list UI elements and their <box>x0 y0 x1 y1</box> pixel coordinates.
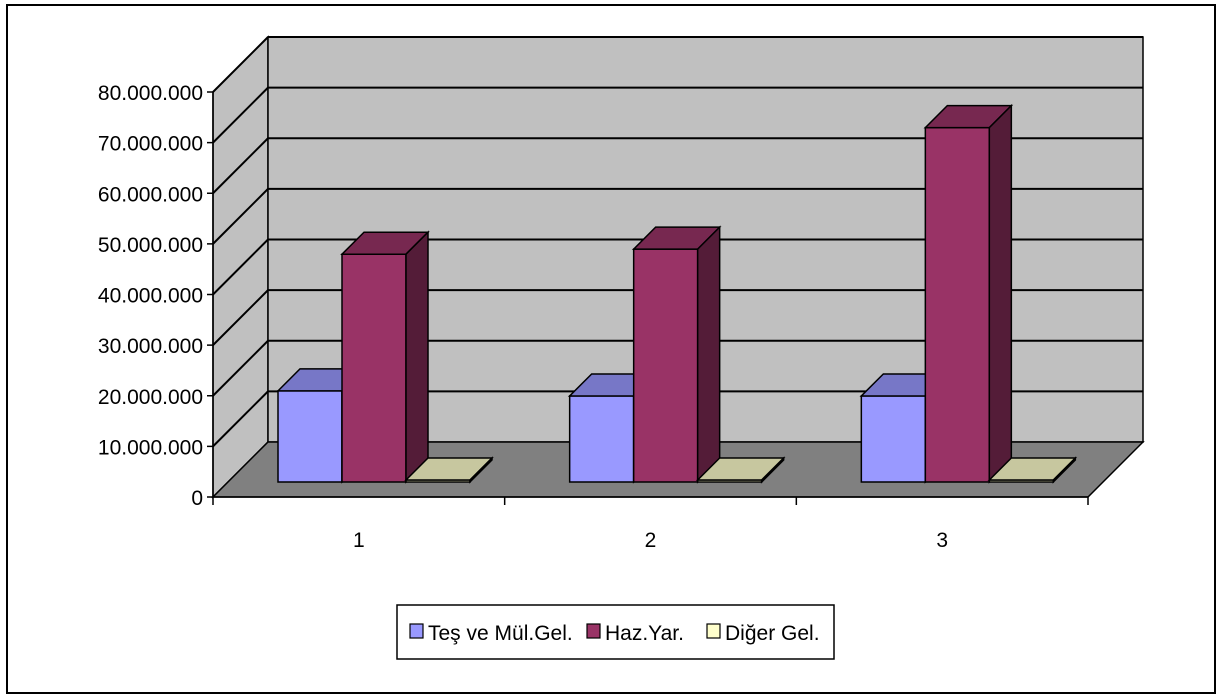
bar <box>923 103 1014 484</box>
y-tick-label: 80.000.000 <box>98 82 203 105</box>
y-tick-label: 70.000.000 <box>98 133 203 156</box>
x-tick-label: 3 <box>936 529 948 552</box>
x-axis: 1 2 3 <box>212 496 1089 552</box>
gridline-side <box>212 86 269 144</box>
bar-side <box>696 225 721 484</box>
gridline-side <box>212 188 269 245</box>
y-tick-label: 20.000.000 <box>98 386 203 409</box>
bar-side <box>469 456 493 484</box>
legend-box <box>396 604 835 660</box>
y-tick-label: 30.000.000 <box>98 335 203 358</box>
x-tick-label: 2 <box>645 529 657 552</box>
bar-side <box>1052 456 1077 484</box>
bar-front <box>860 395 927 483</box>
y-tick-label: 40.000.000 <box>98 285 203 308</box>
x-tick-label: 1 <box>353 529 365 552</box>
gridline-side <box>212 238 269 296</box>
bar <box>340 230 430 484</box>
bar-front <box>568 395 635 483</box>
legend-swatch <box>706 623 721 639</box>
legend-swatch <box>409 623 424 639</box>
legend-label: Teş ve Mül.Gel. <box>428 622 573 645</box>
bar <box>987 456 1078 484</box>
gridline-side <box>212 390 269 448</box>
y-tick-label: 60.000.000 <box>98 183 203 206</box>
gridline-side <box>212 340 269 397</box>
bar-front <box>341 253 407 483</box>
gridline-side <box>212 137 269 194</box>
bar-side <box>405 230 429 484</box>
legend-swatch <box>586 623 601 639</box>
bar-side <box>760 456 785 484</box>
bar-side <box>988 103 1013 484</box>
y-tick-label: 0 <box>191 487 203 510</box>
legend: Teş ve Mül.Gel. Haz.Yar. Diğer Gel. <box>396 604 835 660</box>
y-tick-label: 10.000.000 <box>98 436 203 459</box>
gridline-side <box>212 289 269 346</box>
legend-label: Diğer Gel. <box>725 622 820 645</box>
gridline-side <box>212 36 269 93</box>
bars <box>276 103 1078 484</box>
bar <box>631 225 722 484</box>
legend-label: Haz.Yar. <box>605 622 684 645</box>
bar <box>404 456 494 484</box>
y-tick-label: 50.000.000 <box>98 234 203 257</box>
bar-front <box>632 248 699 483</box>
bar-front <box>924 126 991 483</box>
y-axis: 0 10.000.000 20.000.000 30.000.000 40.000.00… <box>98 82 214 510</box>
bar <box>695 456 786 484</box>
bar-chart: 0 10.000.000 20.000.000 30.000.000 40.000.00… <box>98 35 1145 660</box>
bar-front <box>277 390 343 483</box>
